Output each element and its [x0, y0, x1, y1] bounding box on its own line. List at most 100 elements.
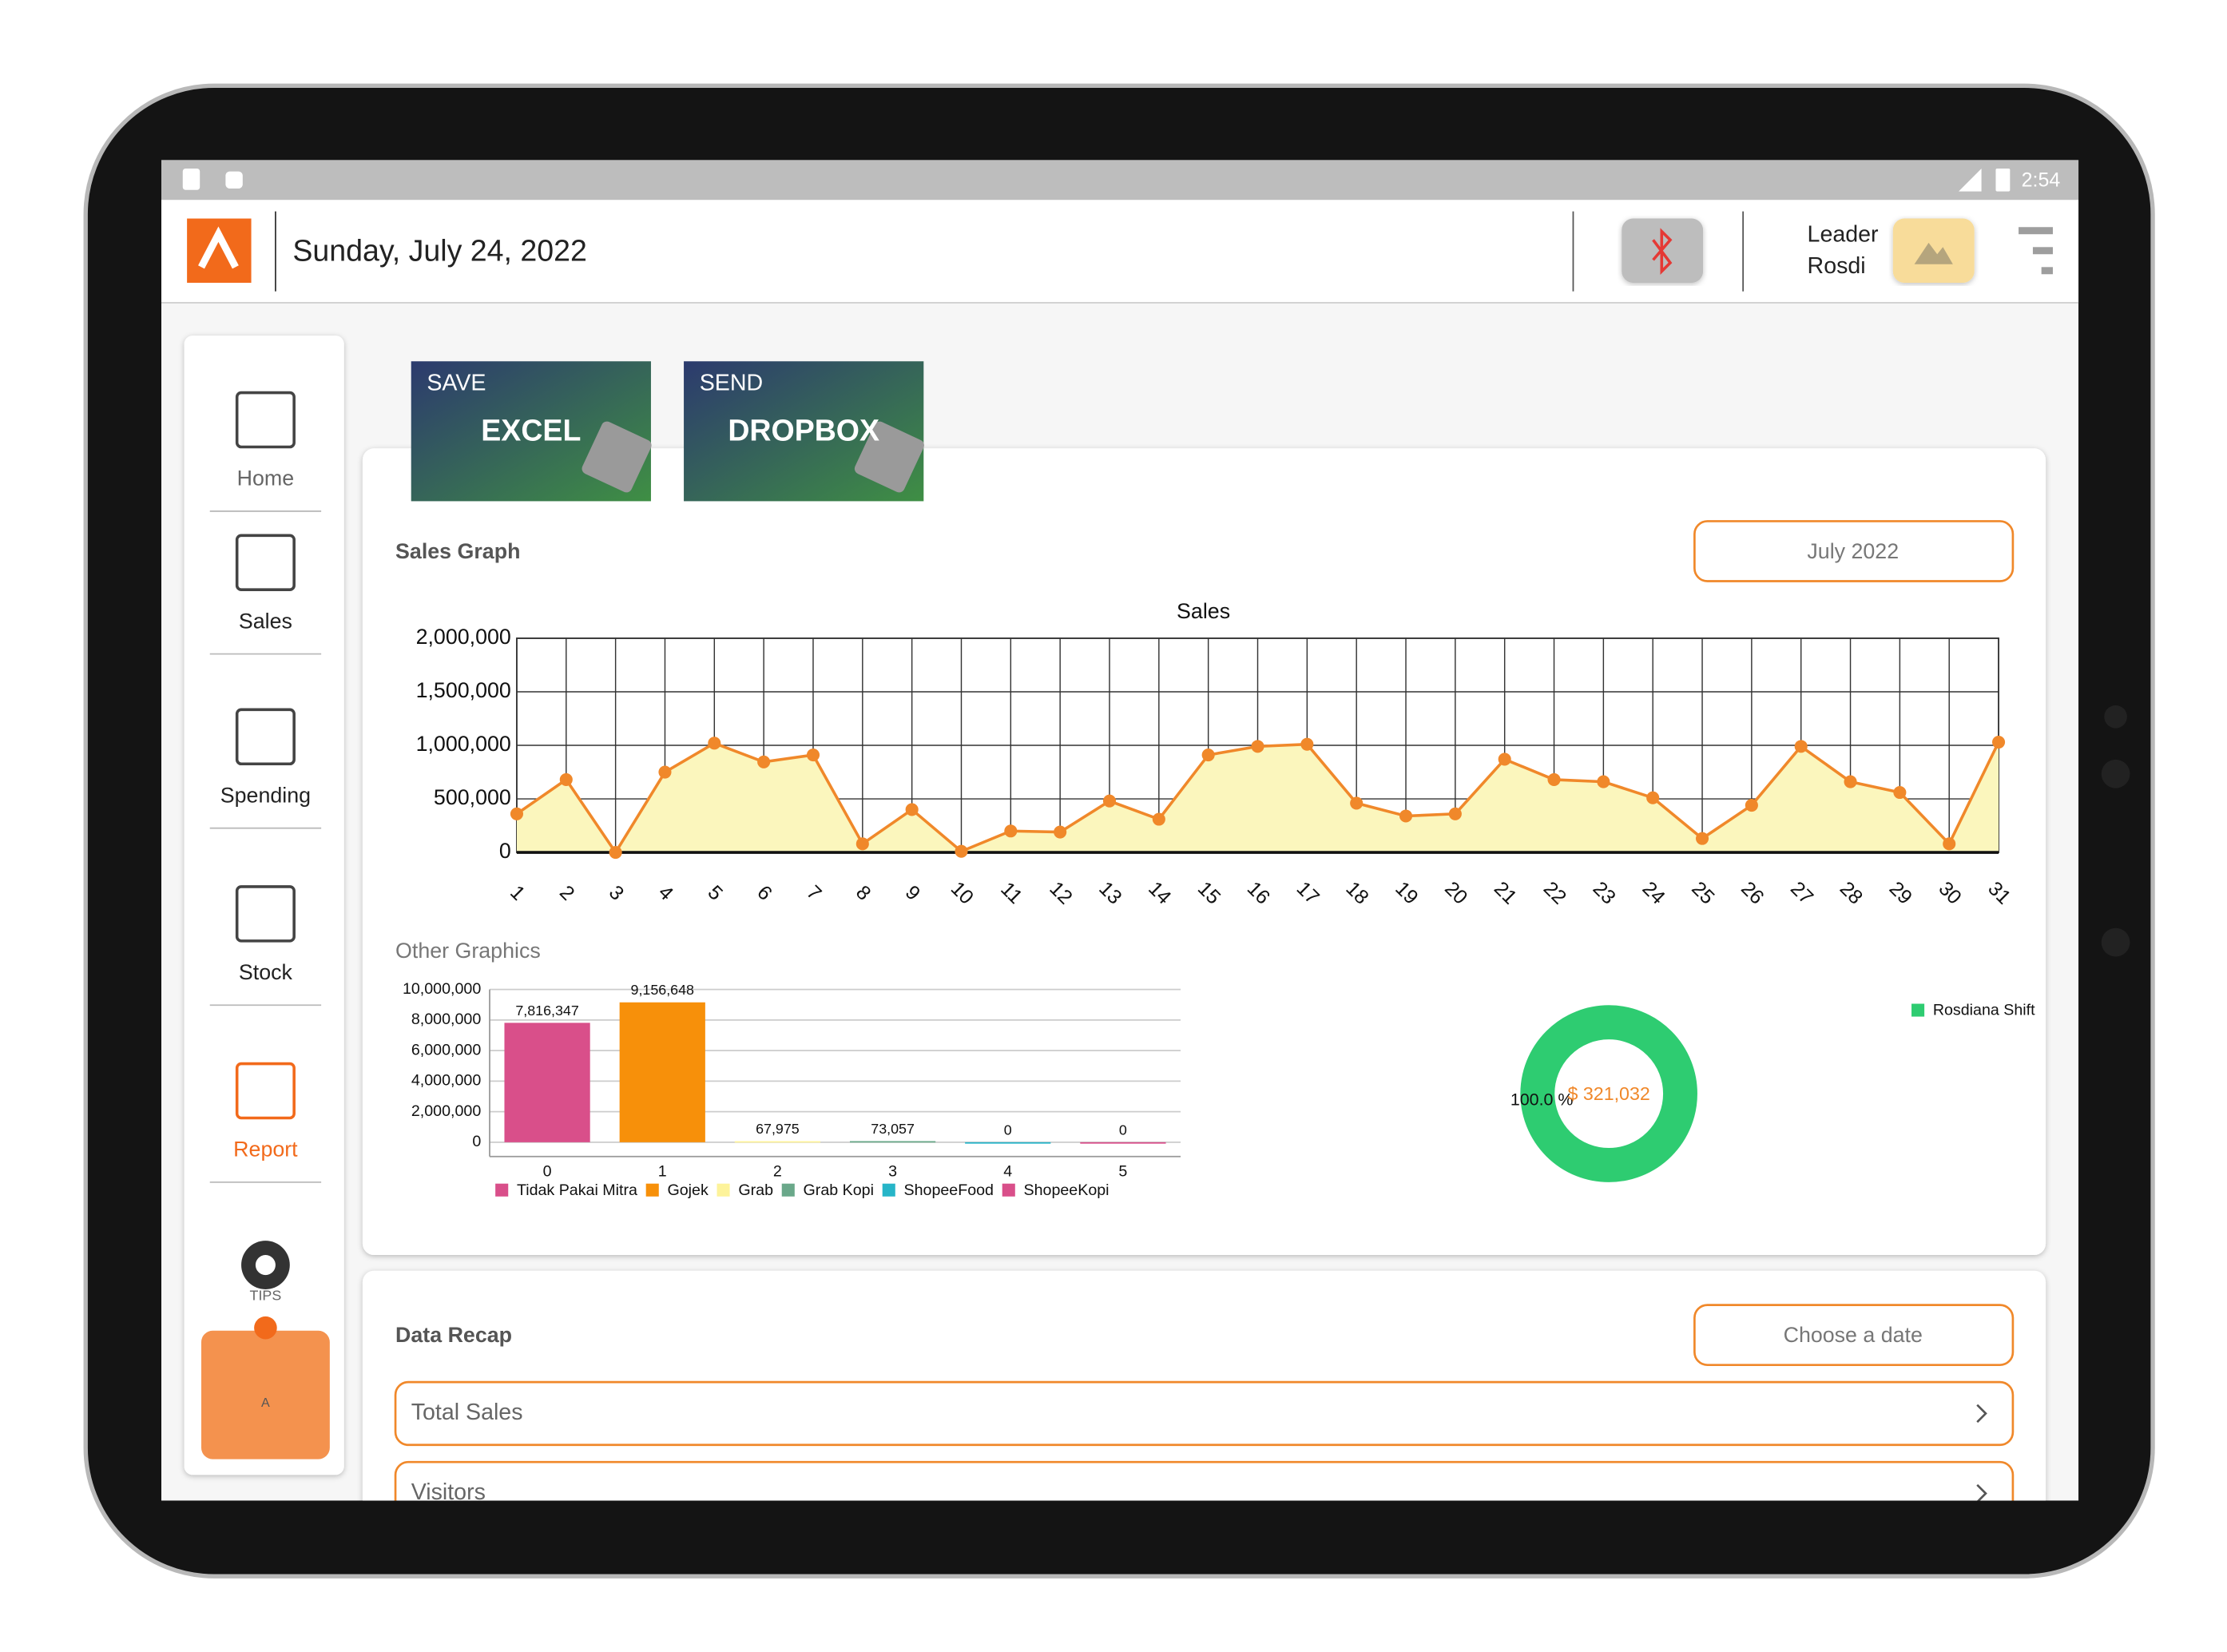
legend-label: Rosdiana Shift — [1933, 1002, 2035, 1019]
x-tick-label: 3 — [888, 1163, 897, 1181]
chevron — [1976, 1483, 1987, 1501]
point — [1201, 749, 1215, 762]
point — [905, 803, 919, 816]
status-icon — [225, 171, 243, 189]
pie-slice — [1520, 1005, 1697, 1182]
action-tile[interactable]: SEND DROPBOX — [684, 361, 926, 502]
tips-card — [200, 1330, 330, 1459]
pie-chart: 100.0 % Rosdiana Shift $ 321,032 — [1510, 1002, 2035, 1182]
menu-bar — [2032, 247, 2053, 255]
legend-swatch — [495, 1183, 509, 1197]
point — [1893, 785, 1907, 800]
row-label: Visitors — [411, 1479, 486, 1505]
item-icon — [235, 885, 296, 943]
point — [1350, 796, 1364, 810]
point — [757, 755, 771, 768]
gear-hole — [255, 1255, 276, 1276]
legend-label: Grab — [738, 1181, 773, 1199]
point — [1695, 832, 1709, 845]
value-label: 0 — [1119, 1122, 1127, 1138]
period-button[interactable] — [1693, 520, 2015, 582]
sidebar-item[interactable]: Home — [209, 391, 322, 512]
value-label: 0 — [1004, 1122, 1012, 1138]
tile-icon — [582, 421, 652, 493]
recap-row[interactable]: Total Sales — [394, 1380, 2015, 1447]
point — [955, 844, 968, 858]
sidebar-items: Home Sales Spending Stock Report — [209, 391, 322, 1183]
legend-label: Tidak Pakai Mitra — [517, 1181, 637, 1199]
bar — [619, 1002, 705, 1142]
point — [855, 837, 869, 851]
x-tick-label: 2 — [773, 1163, 782, 1181]
recap-row[interactable]: Visitors — [394, 1460, 2015, 1525]
point — [708, 737, 721, 750]
app: 2:54 Sunday, July 24, 2022 Leader Rosdi … — [161, 160, 2079, 1525]
point — [609, 846, 622, 860]
menu-bar — [2019, 227, 2053, 235]
x-tick-label: 1 — [658, 1163, 667, 1181]
point — [1547, 772, 1561, 786]
pie-center-text: $ 321,032 — [1568, 1083, 1650, 1104]
item-label: Spending — [220, 783, 311, 807]
point — [559, 772, 573, 786]
point — [806, 749, 820, 762]
legend-swatch — [1911, 1003, 1925, 1017]
bulb-icon — [254, 1316, 277, 1340]
status-bar — [161, 160, 2079, 201]
item-label: Stock — [239, 960, 293, 984]
item-label: Sales — [239, 609, 292, 633]
y-tick-label: 4,000,000 — [411, 1072, 481, 1090]
x-tick-label: 5 — [1118, 1163, 1127, 1181]
battery-icon — [1995, 169, 2011, 192]
point — [1054, 825, 1067, 839]
date-button-label: Choose a date — [1784, 1323, 1923, 1347]
chevron — [1976, 1404, 1987, 1424]
date-button[interactable] — [1693, 1304, 2015, 1367]
x-tick-label: 0 — [543, 1163, 552, 1181]
item-label: Report — [233, 1138, 298, 1162]
point — [1745, 799, 1758, 812]
point — [1646, 791, 1660, 804]
menu-bar — [2041, 267, 2053, 275]
tile-main: EXCEL — [481, 414, 581, 447]
point — [1152, 812, 1165, 826]
tips-label: TIPS — [250, 1288, 282, 1304]
point — [1794, 740, 1808, 753]
action-tile[interactable]: SAVE EXCEL — [411, 361, 653, 502]
y-tick-label: 8,000,000 — [411, 1011, 481, 1028]
tile-icon — [854, 421, 924, 493]
legend-label: ShopeeFood — [904, 1181, 994, 1199]
tips[interactable]: TIPS A — [200, 1241, 330, 1459]
section-title: Sales Graph — [395, 539, 520, 563]
sidebar-item[interactable]: Sales — [209, 534, 322, 655]
tile-main: DROPBOX — [728, 414, 879, 447]
bar — [504, 1023, 590, 1142]
sidebar-item[interactable]: Stock — [209, 885, 322, 1007]
point — [1251, 740, 1264, 753]
item-label: Home — [237, 467, 294, 490]
point — [510, 807, 524, 820]
legend-swatch — [781, 1183, 795, 1197]
row-label: Total Sales — [411, 1400, 523, 1425]
y-tick-label: 2,000,000 — [411, 1102, 481, 1120]
bar — [1080, 1142, 1166, 1144]
point — [1448, 807, 1462, 820]
row-box — [394, 1460, 2015, 1501]
sidebar-item[interactable]: Spending — [209, 708, 322, 829]
tile-top: SAVE — [427, 370, 486, 395]
y-tick-label: 1,500,000 — [416, 678, 511, 702]
status-icon — [182, 169, 200, 190]
point — [658, 765, 672, 779]
signal-icon — [1959, 169, 1982, 192]
item-icon — [235, 708, 296, 766]
area — [516, 742, 1999, 853]
section-title: Data Recap — [395, 1323, 512, 1347]
sidebar-item[interactable]: Report — [209, 1062, 322, 1183]
legend-label: ShopeeKopi — [1024, 1181, 1110, 1199]
bar — [965, 1142, 1051, 1144]
tile-top: SEND — [700, 370, 763, 395]
camera — [2104, 705, 2127, 729]
menu-button[interactable] — [2019, 227, 2053, 275]
value-label: 67,975 — [756, 1121, 800, 1137]
